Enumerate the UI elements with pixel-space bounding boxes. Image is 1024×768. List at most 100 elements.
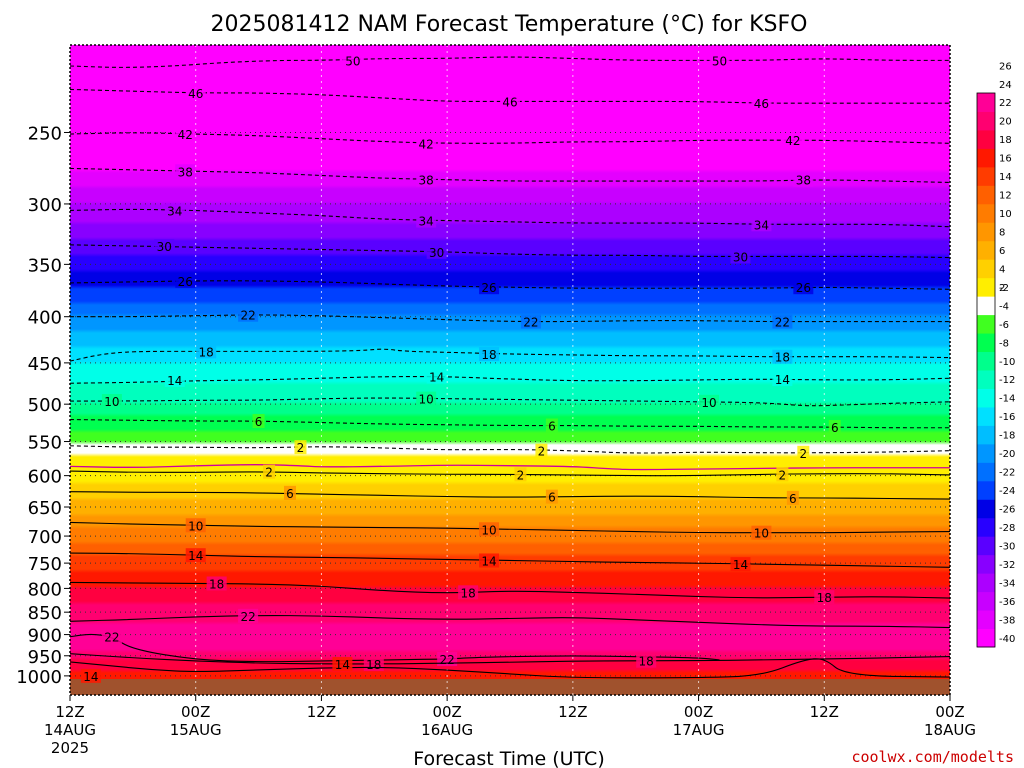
- contour-label: 46: [500, 94, 520, 109]
- svg-text:6: 6: [548, 491, 556, 505]
- contour-label: 18: [458, 585, 479, 600]
- colorbar-label: 20: [999, 117, 1012, 128]
- svg-text:18: 18: [460, 586, 475, 600]
- colorbar-swatch: [977, 443, 995, 463]
- colorbar-label: -32: [999, 560, 1015, 571]
- colorbar-swatch: [977, 240, 995, 260]
- colorbar-label: 6: [999, 246, 1005, 257]
- x-tick-label: 00Z: [432, 703, 461, 721]
- svg-text:6: 6: [548, 420, 556, 434]
- y-tick-label: 250: [28, 123, 62, 144]
- colorbar-swatch: [977, 406, 995, 426]
- contour-line-22: [70, 615, 950, 629]
- svg-text:2: 2: [800, 447, 808, 461]
- chart-title: 2025081412 NAM Forecast Temperature (°C)…: [210, 12, 807, 37]
- contour-label: 6: [284, 485, 296, 501]
- colorbar-swatch: [977, 462, 995, 482]
- svg-text:2: 2: [538, 445, 546, 459]
- colorbar-swatch: [977, 203, 995, 223]
- x-tick-label: 17AUG: [673, 721, 725, 739]
- contour-label: 18: [814, 590, 835, 605]
- colorbar-label: -30: [999, 541, 1015, 552]
- svg-text:2: 2: [517, 468, 525, 482]
- svg-text:14: 14: [335, 658, 350, 672]
- svg-text:6: 6: [789, 492, 797, 506]
- colorbar: -40-38-36-34-32-30-28-26-24-22-20-18-16-…: [976, 61, 1015, 648]
- contour-label: 2: [514, 467, 527, 482]
- x-tick-label: 16AUG: [421, 721, 473, 739]
- y-tick-label: 950: [28, 647, 62, 668]
- colorbar-label: -24: [999, 486, 1015, 497]
- colorbar-label: -12: [999, 375, 1015, 386]
- colorbar-label: -20: [999, 449, 1015, 460]
- colorbar-swatch: [977, 351, 995, 371]
- contour-label: 30: [426, 244, 447, 260]
- svg-text:22: 22: [440, 653, 455, 667]
- contour-label: 22: [101, 629, 122, 645]
- x-tick-label: 12Z: [810, 703, 839, 721]
- contour-label: 2: [535, 443, 548, 459]
- x-tick-label: 00Z: [181, 703, 210, 721]
- y-tick-label: 900: [28, 626, 62, 647]
- contour-label: 30: [730, 249, 751, 264]
- contour-label: 18: [772, 349, 793, 365]
- contour-line--2: [70, 445, 950, 454]
- svg-text:14: 14: [167, 374, 182, 388]
- contour-label: 18: [206, 576, 227, 591]
- colorbar-swatch: [977, 93, 995, 112]
- contour-label: 10: [479, 522, 500, 537]
- contour-label: 46: [185, 85, 206, 101]
- colorbar-label: -6: [999, 320, 1009, 331]
- svg-text:46: 46: [754, 97, 769, 111]
- contour-label: 6: [786, 490, 799, 506]
- colorbar-swatch: [977, 554, 995, 574]
- svg-text:30: 30: [733, 250, 748, 264]
- contour-label: 6: [252, 414, 265, 429]
- colorbar-swatch: [977, 222, 995, 242]
- svg-text:42: 42: [419, 137, 434, 151]
- x-tick-label: 00Z: [684, 703, 713, 721]
- svg-text:18: 18: [817, 591, 832, 605]
- svg-text:6: 6: [255, 415, 263, 429]
- contour-label: 18: [636, 653, 657, 669]
- y-tick-label: 1000: [16, 667, 62, 688]
- svg-text:14: 14: [775, 373, 790, 387]
- colorbar-swatch: [977, 425, 995, 445]
- colorbar-swatch: [977, 573, 995, 593]
- contour-label: 26: [175, 273, 196, 289]
- colorbar-swatch: [977, 314, 995, 334]
- contour-label: 14: [426, 369, 447, 385]
- colorbar-swatch: [977, 628, 995, 648]
- colorbar-swatch: [977, 111, 995, 131]
- y-tick-label: 550: [28, 433, 62, 454]
- svg-text:6: 6: [831, 421, 839, 435]
- svg-text:18: 18: [639, 655, 654, 669]
- svg-text:22: 22: [240, 610, 255, 624]
- contour-line--18: [70, 348, 950, 362]
- colorbar-label: 22: [999, 98, 1012, 109]
- contour-line-6: [70, 491, 950, 500]
- svg-text:14: 14: [481, 554, 496, 568]
- contour-label: 26: [479, 280, 500, 295]
- x-tick-label: 12Z: [558, 703, 587, 721]
- contour-line--30: [70, 244, 950, 259]
- contour-label: 6: [545, 418, 558, 434]
- svg-text:22: 22: [104, 631, 119, 645]
- svg-text:10: 10: [188, 519, 203, 533]
- colorbar-swatch: [977, 185, 995, 205]
- contour-label: 34: [164, 203, 185, 218]
- contour-label: 10: [751, 525, 772, 541]
- colorbar-label: -36: [999, 597, 1015, 608]
- colorbar-label: -8: [999, 338, 1009, 349]
- colorbar-label: 12: [999, 191, 1012, 202]
- plot-frame: [69, 44, 951, 696]
- contour-label: 22: [238, 307, 259, 323]
- colorbar-label: -14: [999, 394, 1015, 405]
- y-tick-label: 300: [28, 195, 62, 216]
- colorbar-label: 2: [999, 283, 1005, 294]
- svg-text:18: 18: [775, 351, 790, 365]
- svg-text:18: 18: [366, 658, 381, 672]
- colorbar-label: 16: [999, 154, 1012, 165]
